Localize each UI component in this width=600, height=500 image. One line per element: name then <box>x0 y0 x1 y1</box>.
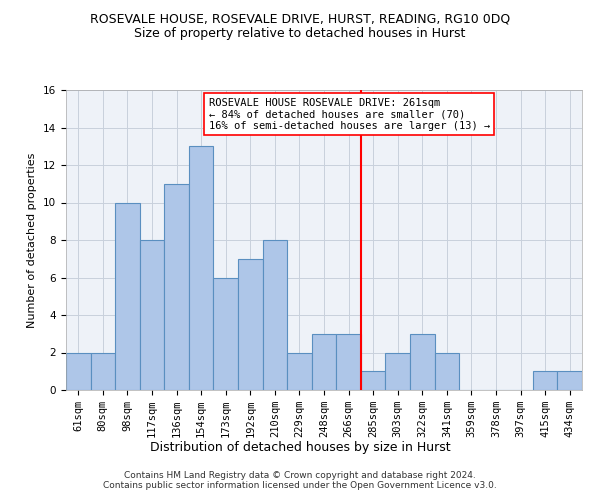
Bar <box>336 334 361 390</box>
Bar <box>287 352 312 390</box>
Bar <box>263 240 287 390</box>
Bar <box>140 240 164 390</box>
Bar <box>557 371 582 390</box>
Bar <box>91 352 115 390</box>
Bar <box>312 334 336 390</box>
Bar <box>385 352 410 390</box>
Bar <box>238 259 263 390</box>
Bar <box>115 202 140 390</box>
Text: Contains HM Land Registry data © Crown copyright and database right 2024.
Contai: Contains HM Land Registry data © Crown c… <box>103 470 497 490</box>
Bar <box>434 352 459 390</box>
Bar <box>410 334 434 390</box>
Bar <box>164 184 189 390</box>
Bar <box>214 278 238 390</box>
Text: ROSEVALE HOUSE ROSEVALE DRIVE: 261sqm
← 84% of detached houses are smaller (70)
: ROSEVALE HOUSE ROSEVALE DRIVE: 261sqm ← … <box>209 98 490 130</box>
Text: Size of property relative to detached houses in Hurst: Size of property relative to detached ho… <box>134 28 466 40</box>
Text: ROSEVALE HOUSE, ROSEVALE DRIVE, HURST, READING, RG10 0DQ: ROSEVALE HOUSE, ROSEVALE DRIVE, HURST, R… <box>90 12 510 26</box>
Text: Distribution of detached houses by size in Hurst: Distribution of detached houses by size … <box>149 441 451 454</box>
Bar <box>361 371 385 390</box>
Bar <box>533 371 557 390</box>
Bar <box>66 352 91 390</box>
Y-axis label: Number of detached properties: Number of detached properties <box>28 152 37 328</box>
Bar <box>189 146 214 390</box>
